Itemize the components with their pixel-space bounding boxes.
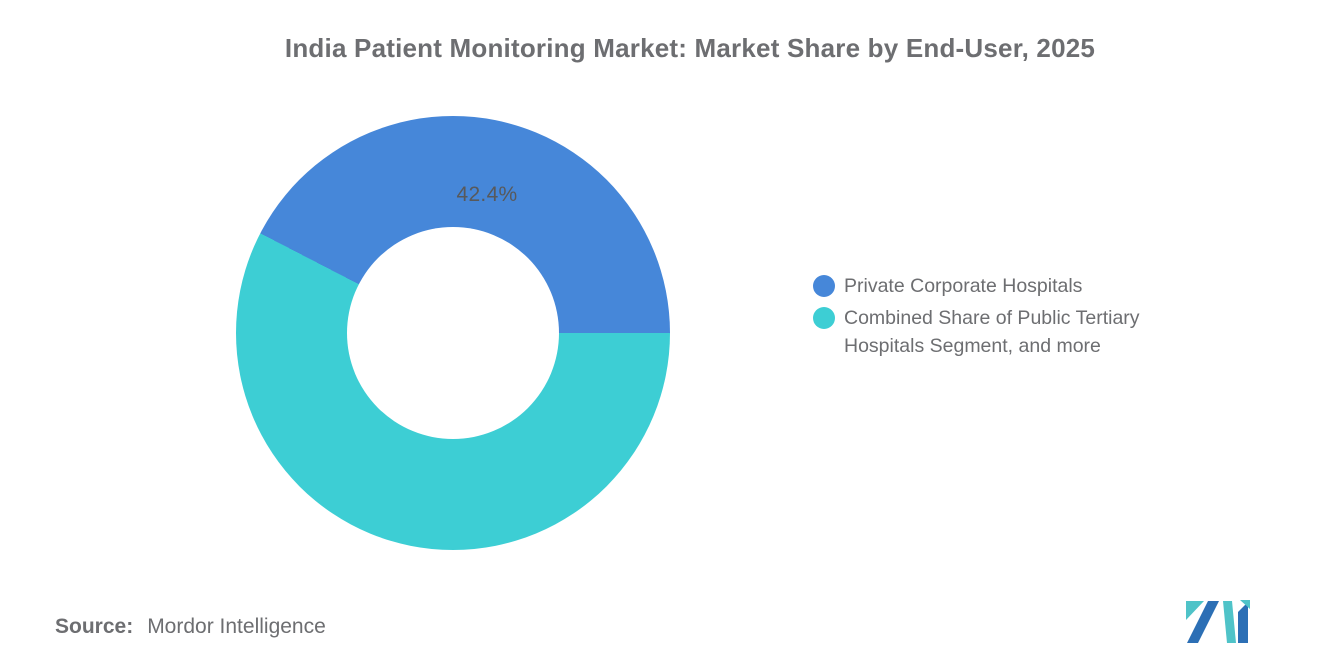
source-line: Source: Mordor Intelligence	[55, 615, 326, 639]
logo-teal-left-triangle	[1186, 601, 1204, 620]
legend-swatch-icon	[813, 307, 835, 329]
slice-data-label: 42.4%	[456, 183, 518, 206]
logo-blue-right-stroke	[1238, 602, 1248, 643]
legend: Private Corporate Hospitals Combined Sha…	[813, 272, 1194, 360]
donut-hole	[347, 227, 559, 439]
legend-item-label: Private Corporate Hospitals	[844, 275, 1083, 297]
legend-swatch-icon	[813, 275, 835, 297]
legend-item: Private Corporate Hospitals	[813, 272, 1194, 300]
source-value: Mordor Intelligence	[147, 615, 326, 638]
logo-teal-middle-stroke	[1223, 601, 1236, 643]
mordor-intelligence-logo	[1186, 600, 1250, 643]
source-label: Source:	[55, 615, 134, 638]
logo-teal-right-triangle	[1240, 600, 1250, 609]
logo-blue-left-stroke	[1187, 601, 1219, 643]
legend-item-label: Combined Share of Public Tertiary Hospit…	[844, 307, 1140, 357]
legend-item: Combined Share of Public Tertiary Hospit…	[813, 304, 1194, 360]
donut-chart: 42.4%	[236, 116, 670, 550]
chart-title: India Patient Monitoring Market: Market …	[284, 33, 1096, 63]
